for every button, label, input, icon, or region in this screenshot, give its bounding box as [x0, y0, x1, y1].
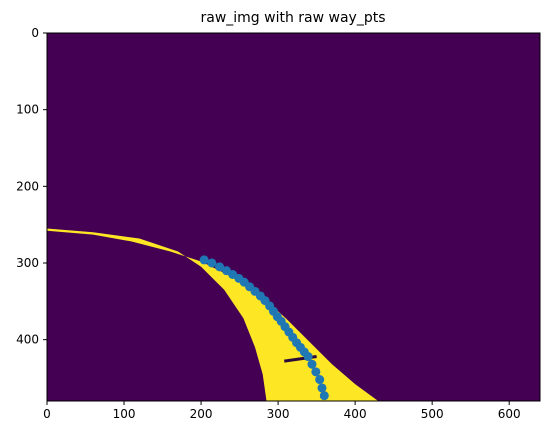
y-tick-label: 0 — [31, 26, 39, 40]
x-tick-label: 600 — [498, 407, 521, 421]
x-tick-label: 400 — [344, 407, 367, 421]
y-tick-label: 400 — [16, 333, 39, 347]
y-tick-label: 100 — [16, 103, 39, 117]
x-tick-label: 500 — [421, 407, 444, 421]
x-tick-label: 0 — [43, 407, 51, 421]
way-point — [307, 359, 317, 369]
way-point — [215, 262, 225, 272]
chart-title: raw_img with raw way_pts — [200, 10, 385, 26]
y-tick-label: 200 — [16, 179, 39, 193]
way-point — [207, 258, 217, 268]
way-point — [317, 383, 327, 393]
lane-region — [47, 228, 379, 401]
x-tick-label: 300 — [267, 407, 290, 421]
way-points-series — [199, 255, 329, 401]
way-point — [319, 391, 329, 401]
way-point — [311, 367, 321, 377]
x-tick-label: 200 — [190, 407, 213, 421]
y-tick-label: 300 — [16, 256, 39, 270]
way-point — [315, 375, 325, 385]
x-tick-label: 100 — [113, 407, 136, 421]
x-axis: 0 100 200 300 400 500 600 — [43, 401, 521, 421]
way-point — [303, 352, 313, 362]
plot-frame — [46, 32, 541, 402]
y-axis: 0 100 200 300 400 — [16, 26, 47, 347]
way-point — [199, 255, 209, 265]
